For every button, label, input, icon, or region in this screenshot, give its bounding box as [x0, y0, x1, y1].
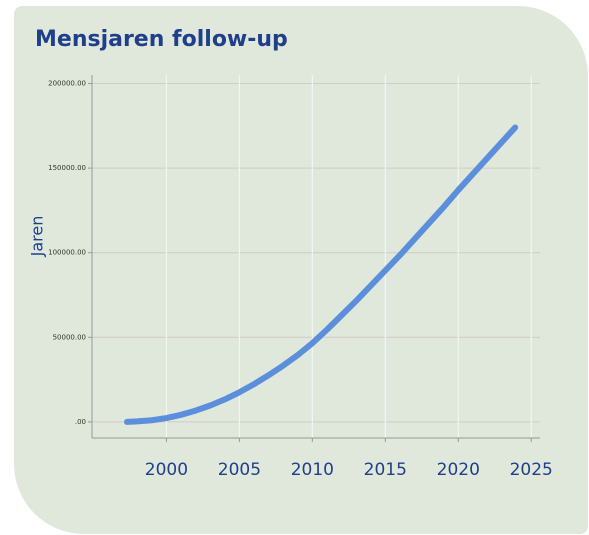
- y-tick-label: 50000.00: [53, 333, 86, 341]
- y-tick-label: .00: [75, 418, 86, 426]
- x-tick-label: 2000: [145, 460, 188, 480]
- chart-title: Mensjaren follow-up: [35, 27, 288, 52]
- x-tick-label: 2015: [364, 460, 407, 480]
- y-tick-label: 200000.00: [48, 79, 86, 87]
- data-line: [124, 124, 519, 425]
- x-tick-label: 2020: [437, 460, 480, 480]
- y-axis-label: Jaren: [28, 216, 47, 258]
- y-tick-label: 150000.00: [48, 164, 86, 172]
- x-tick-label: 2025: [510, 460, 553, 480]
- card: [14, 6, 588, 534]
- x-tick-label: 2005: [218, 460, 261, 480]
- x-tick-label: 2010: [291, 460, 334, 480]
- y-tick-label: 100000.00: [48, 249, 86, 257]
